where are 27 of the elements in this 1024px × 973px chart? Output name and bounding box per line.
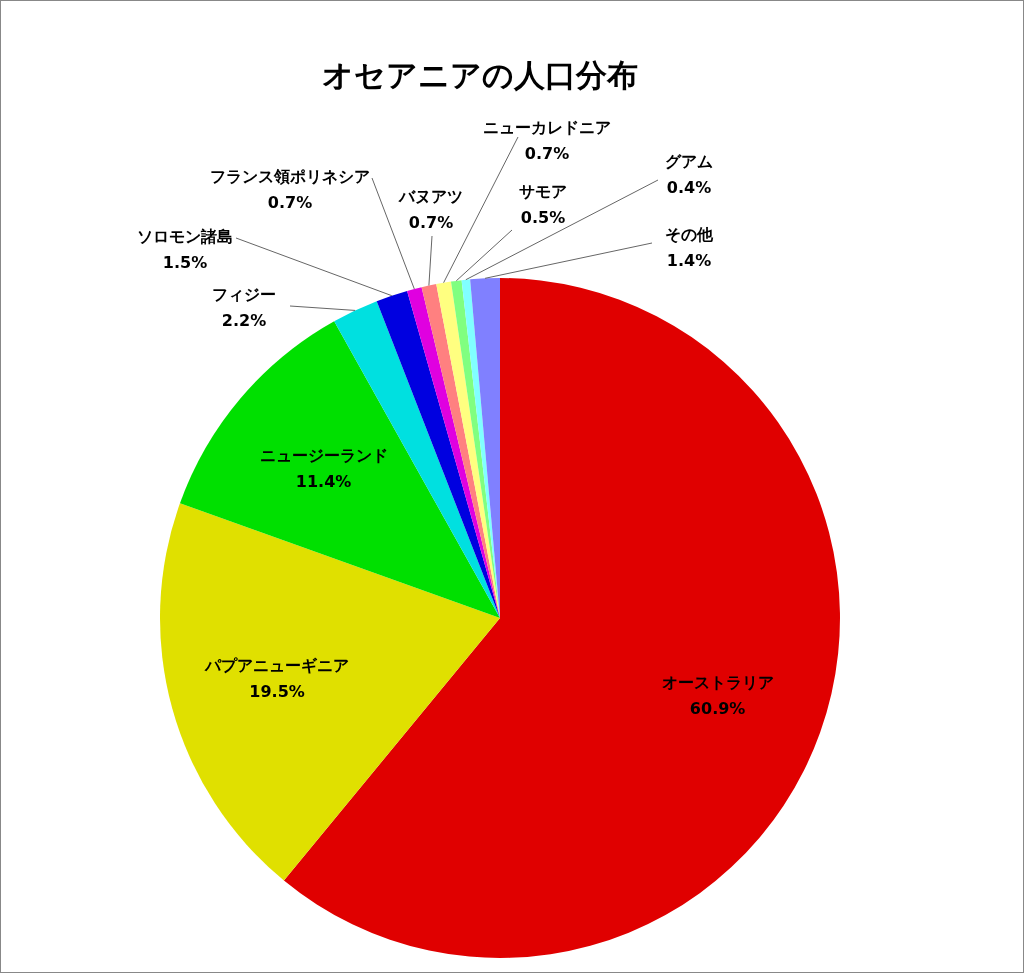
chart-title: オセアニアの人口分布 [322,57,638,93]
pie-slice [421,284,500,618]
slice-label: フィジー [212,285,276,304]
slice-label: パプアニューギニア [204,656,350,676]
slice-label: オーストラリア [661,673,774,693]
data-label: 0.7% [524,144,570,163]
data-label: 1.4% [666,251,712,270]
data-label: 19.5% [249,682,305,702]
data-label: 11.4% [295,471,352,491]
slice-label: ソロモン諸島 [137,227,233,246]
slice-label: ニューカレドニア [483,118,611,137]
data-label: 0.5% [520,208,566,227]
slice-label: フランス領ポリネシア [210,167,370,186]
data-label: 0.4% [666,178,712,197]
slice-label: バヌアツ [398,187,463,206]
data-label: 0.7% [267,193,313,212]
data-label: 2.2% [221,311,267,330]
data-label: 0.7% [408,213,454,232]
data-label: 1.5% [162,253,208,272]
slice-label: ニュージーランド [259,445,388,465]
data-label: 60.9% [689,699,746,719]
pie-slice [450,280,500,618]
pie-slice [160,503,500,881]
slice-label: その他 [665,225,714,244]
slice-label: サモア [519,182,567,201]
pie-slice [376,290,500,618]
slice-label: グアム [665,152,713,171]
